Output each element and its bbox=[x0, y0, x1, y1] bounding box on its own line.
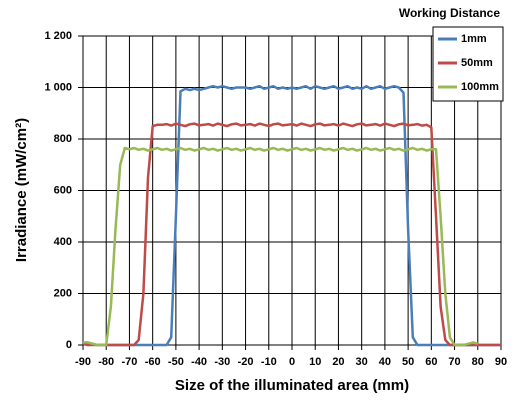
y-tick-label: 400 bbox=[54, 236, 72, 248]
series-line bbox=[83, 146, 479, 347]
x-tick-label: -90 bbox=[75, 356, 91, 368]
x-tick-label: 50 bbox=[402, 356, 414, 368]
y-tick-label: 0 bbox=[66, 339, 72, 351]
x-tick-label: 10 bbox=[309, 356, 321, 368]
legend-label: 50mm bbox=[461, 57, 493, 69]
y-tick-label: 800 bbox=[54, 133, 72, 145]
x-tick-label: -10 bbox=[261, 356, 277, 368]
y-tick-label: 200 bbox=[54, 287, 72, 299]
x-tick-label: -50 bbox=[168, 356, 184, 368]
x-tick-label: 30 bbox=[356, 356, 368, 368]
series-line bbox=[82, 122, 501, 347]
legend-title: Working Distance bbox=[399, 6, 500, 20]
x-tick-label: -70 bbox=[121, 356, 137, 368]
x-tick-label: 40 bbox=[379, 356, 391, 368]
x-tick-label: -80 bbox=[98, 356, 114, 368]
x-tick-label: 80 bbox=[472, 356, 484, 368]
series-line bbox=[82, 84, 501, 347]
x-tick-label: -60 bbox=[145, 356, 161, 368]
x-tick-label: 0 bbox=[289, 356, 295, 368]
legend-label: 1mm bbox=[461, 33, 487, 45]
x-tick-label: -20 bbox=[238, 356, 254, 368]
y-tick-label: 1 200 bbox=[44, 30, 72, 42]
y-axis-title: Irradiance (mW/cm²) bbox=[13, 118, 30, 262]
x-tick-label: 20 bbox=[332, 356, 344, 368]
x-tick-label: 70 bbox=[448, 356, 460, 368]
x-axis-title: Size of the illuminated area (mm) bbox=[175, 377, 409, 394]
x-tick-label: -30 bbox=[214, 356, 230, 368]
x-tick-label: 60 bbox=[425, 356, 437, 368]
y-tick-label: 600 bbox=[54, 184, 72, 196]
plot-border bbox=[82, 35, 502, 346]
x-tick-label: 90 bbox=[495, 356, 507, 368]
y-tick-label: 1 000 bbox=[44, 81, 72, 93]
legend-label: 100mm bbox=[461, 81, 499, 93]
x-tick-label: -40 bbox=[191, 356, 207, 368]
